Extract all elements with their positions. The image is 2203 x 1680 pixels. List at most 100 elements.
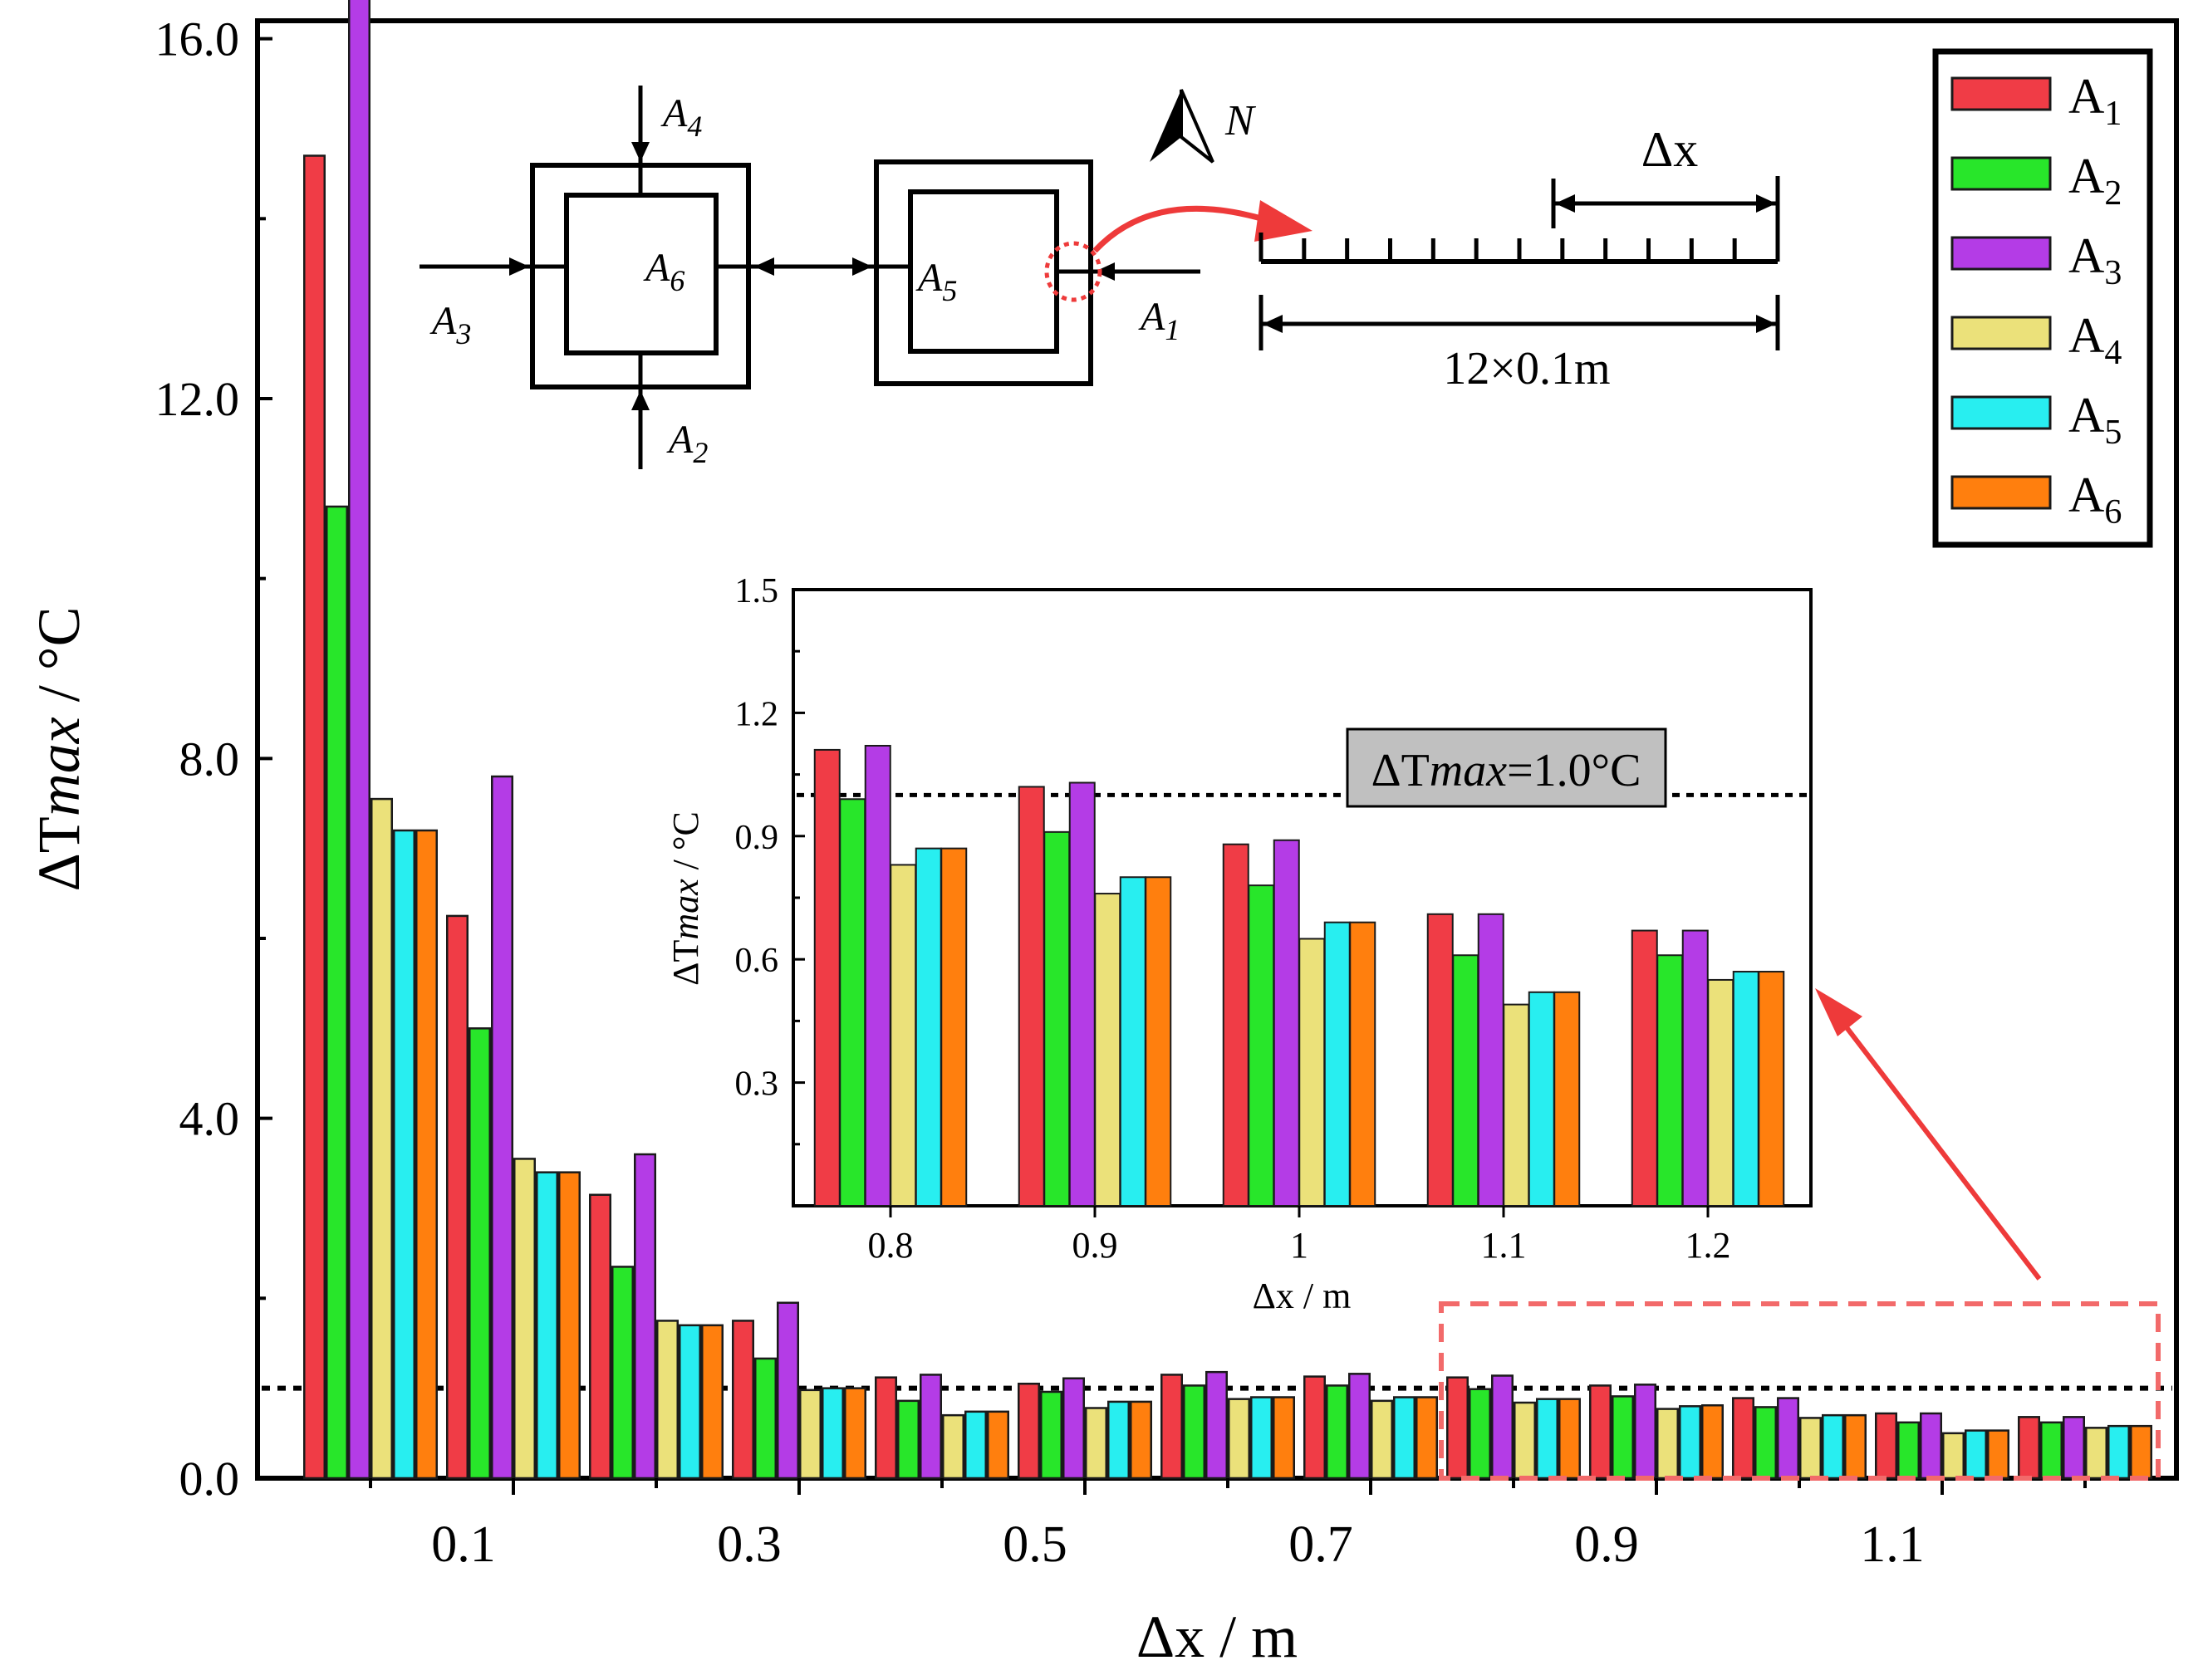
bar-A2-0.7 <box>1326 1384 1348 1480</box>
inset-bar-A2-0.8 <box>839 798 866 1207</box>
bar-A3-0.4 <box>920 1374 942 1480</box>
bar-A6-0.1 <box>558 1171 581 1480</box>
bar-A4-1.1 <box>1942 1432 1965 1480</box>
bar-A4-0.6 <box>1228 1398 1250 1480</box>
bar-A4-0.2 <box>656 1320 679 1480</box>
bar-A3-0.8 <box>1491 1374 1514 1480</box>
bar-A6-0.5 <box>1130 1400 1152 1480</box>
bar-A1-0.1 <box>446 914 469 1480</box>
bar-A3-1 <box>1777 1397 1799 1480</box>
y-tick-label: 4.0 <box>179 1092 240 1146</box>
legend-swatch-A2 <box>1950 156 2052 191</box>
bar-A2-1.2 <box>2040 1421 2063 1480</box>
bar-A4-0 <box>370 797 393 1480</box>
bar-A2-1 <box>1754 1406 1777 1480</box>
inset-bar-A6-0.8 <box>940 847 968 1207</box>
bar-A4-0.1 <box>513 1158 536 1480</box>
bar-A2-0.2 <box>611 1266 634 1480</box>
bar-A3-0.3 <box>777 1301 799 1480</box>
bar-A2-0 <box>326 505 348 1480</box>
x-axis-label: Δx / m <box>1136 1604 1298 1670</box>
room-left-inner <box>564 193 719 355</box>
inset-bar-A1-1.2 <box>1631 929 1658 1207</box>
bar-A1-0.8 <box>1446 1376 1469 1480</box>
zoom-arrow-head <box>1815 988 1862 1036</box>
y-tick-label: 16.0 <box>155 12 240 66</box>
threshold-label: ΔTmax=1.0°C <box>1371 745 1641 796</box>
length-arrow-right-head <box>1756 315 1776 333</box>
inset-bar-A5-1.1 <box>1528 991 1555 1207</box>
bar-A6-1.2 <box>2130 1424 2152 1480</box>
inset-bar-A6-1.1 <box>1553 991 1581 1207</box>
dx-label: Δx <box>1641 122 1699 177</box>
inset-bar-A5-0.8 <box>915 847 942 1207</box>
bar-A4-1.2 <box>2085 1427 2107 1480</box>
arrow-a2-head <box>631 390 650 410</box>
legend-swatch-A6 <box>1950 475 2052 510</box>
legend-label-A4: A4 <box>2068 308 2122 372</box>
bar-A1-0.9 <box>1589 1384 1612 1480</box>
inset-x-tick-label: 0.8 <box>868 1225 914 1266</box>
bar-A6-0.8 <box>1558 1398 1581 1480</box>
bar-A6-0 <box>415 829 438 1480</box>
inset-x-tick-label: 1 <box>1290 1225 1308 1266</box>
bar-A2-1.1 <box>1897 1421 1920 1480</box>
inset-bar-A2-0.9 <box>1043 830 1071 1207</box>
inset-bar-A3-1.1 <box>1477 913 1504 1207</box>
x-tick-label: 0.9 <box>1574 1516 1639 1573</box>
inset-x-tick-label: 1.2 <box>1685 1225 1731 1266</box>
legend-label-A3: A3 <box>2068 228 2122 292</box>
bar-A5-0.1 <box>536 1171 558 1480</box>
inset-y-tick-label: 1.5 <box>735 572 779 610</box>
bar-A6-1.1 <box>1987 1429 2009 1480</box>
inset-y-tick-label: 0.3 <box>735 1065 779 1104</box>
x-tick-label: 0.3 <box>717 1516 782 1573</box>
bar-A5-1.2 <box>2107 1424 2130 1480</box>
bar-A2-0.9 <box>1612 1395 1634 1480</box>
label-a1: A1 <box>1138 295 1180 346</box>
legend-swatch-A5 <box>1950 395 2052 430</box>
north-label: N <box>1224 97 1257 144</box>
bar-A4-1 <box>1799 1417 1822 1480</box>
bar-A4-0.4 <box>942 1413 964 1480</box>
legend-label-A2: A2 <box>2068 149 2122 213</box>
bar-A5-0.2 <box>679 1324 701 1480</box>
zoom-arrow-line <box>1843 1025 2042 1281</box>
north-arrow-right <box>1180 89 1214 164</box>
label-a2: A2 <box>666 418 708 469</box>
bar-A5-0.7 <box>1393 1396 1416 1480</box>
bar-A5-0.4 <box>964 1410 987 1480</box>
inset-bar-A1-0.9 <box>1018 786 1045 1207</box>
label-a3: A3 <box>429 299 471 350</box>
inset-chart: ΔTmax=1.0°C 0.3 0.6 0.9 1.2 1.5 0.8 0.9 1 1.1 1.2 Δ… <box>665 572 1813 1316</box>
bar-A3-0.2 <box>634 1153 656 1480</box>
arrow-between-right-head <box>852 257 872 276</box>
threshold-label-box <box>1346 727 1667 808</box>
bar-A3-0.5 <box>1062 1377 1085 1480</box>
bar-A5-0 <box>393 829 415 1480</box>
arrow-between-left-head <box>754 257 774 276</box>
legend: A1 A2 A3 A4 A5 A6 <box>1932 48 2153 548</box>
inset-bar-A3-0.9 <box>1068 781 1096 1207</box>
bar-A3-0.6 <box>1205 1370 1228 1480</box>
length-label: 12×0.1m <box>1443 343 1610 394</box>
legend-label-A1: A1 <box>2068 69 2122 133</box>
label-a5: A5 <box>915 256 957 307</box>
inset-bar-A3-1.2 <box>1681 929 1709 1207</box>
bar-A5-0.3 <box>822 1387 844 1480</box>
legend-swatch-A3 <box>1950 236 2052 271</box>
bar-A1-0.3 <box>732 1320 754 1480</box>
x-tick-label: 0.7 <box>1288 1516 1353 1573</box>
bar-A1-1 <box>1732 1397 1754 1480</box>
label-a6: A6 <box>643 246 684 297</box>
legend-swatch-A1 <box>1950 76 2052 111</box>
main-chart: 0.0 4.0 8.0 12.0 16.0 0.1 0.3 0.5 0.7 0.9 1.1 Δx / … <box>26 0 2179 1670</box>
bar-A1-0.4 <box>875 1376 897 1480</box>
legend-label-A6: A6 <box>2068 468 2122 531</box>
inset-bar-A4-1.1 <box>1503 1003 1530 1207</box>
inset-bar-A5-1 <box>1323 921 1351 1207</box>
y-tick-label: 8.0 <box>179 732 240 786</box>
bar-A1-0.6 <box>1160 1374 1183 1480</box>
label-a4: A4 <box>660 91 702 143</box>
bar-A2-0.3 <box>754 1357 777 1480</box>
